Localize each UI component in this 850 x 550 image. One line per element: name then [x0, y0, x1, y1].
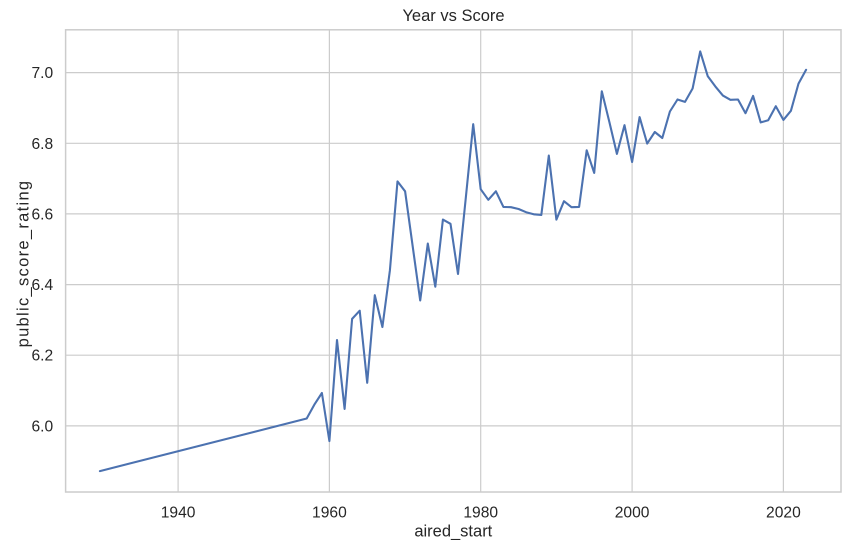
svg-text:6.4: 6.4	[32, 277, 54, 294]
svg-text:2020: 2020	[766, 504, 801, 521]
svg-text:public_score_rating: public_score_rating	[15, 180, 33, 348]
svg-text:1940: 1940	[161, 504, 196, 521]
svg-text:6.8: 6.8	[32, 136, 54, 153]
svg-text:6.6: 6.6	[32, 206, 54, 223]
svg-text:6.2: 6.2	[32, 348, 54, 365]
svg-text:Year vs Score: Year vs Score	[402, 7, 504, 25]
svg-text:1960: 1960	[312, 504, 347, 521]
svg-text:2000: 2000	[615, 504, 650, 521]
svg-text:6.0: 6.0	[32, 418, 54, 435]
svg-text:aired_start: aired_start	[414, 523, 492, 541]
svg-text:7.0: 7.0	[32, 65, 54, 82]
svg-text:1980: 1980	[463, 504, 498, 521]
